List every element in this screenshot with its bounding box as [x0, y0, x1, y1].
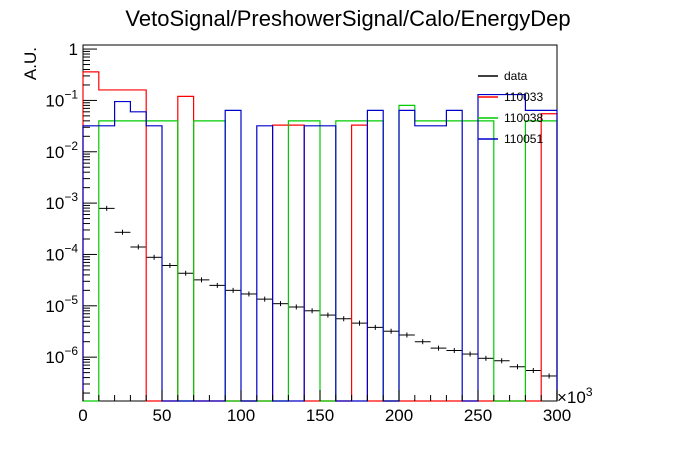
y-tick-label: 10−6	[45, 344, 78, 367]
legend: data 110033 110038 110051	[478, 69, 543, 146]
x-tick-label: 0	[78, 406, 87, 425]
legend-entry: 110038	[478, 111, 543, 125]
y-tick-label: 10−5	[45, 293, 78, 316]
legend-label: 110033	[504, 90, 543, 104]
legend-entry: data	[478, 69, 528, 83]
series-110038	[83, 104, 558, 402]
legend-label: 110038	[504, 111, 543, 125]
data-point	[351, 320, 368, 326]
data-point	[304, 308, 320, 314]
data-point	[193, 277, 210, 283]
x-tick-label: 50	[153, 406, 172, 425]
x-tick-label: 250	[464, 406, 492, 425]
data-point	[272, 301, 289, 307]
y-tick-label: 10−4	[45, 241, 78, 264]
legend-entry: 110033	[478, 90, 543, 104]
series-data	[98, 205, 557, 379]
x-tick-label: 100	[227, 406, 255, 425]
data-point	[478, 355, 494, 361]
series-layer	[82, 71, 558, 402]
y-tick-label: 10−2	[45, 139, 78, 162]
x-axis-multiplier: ×103	[557, 385, 593, 407]
x-tick-label: 200	[385, 406, 413, 425]
data-point	[493, 358, 510, 364]
data-point	[367, 324, 384, 330]
y-axis-label: A.U.	[21, 47, 40, 80]
legend-label: data	[504, 69, 528, 83]
data-point	[446, 347, 463, 353]
data-point	[288, 304, 305, 310]
data-point	[209, 282, 226, 288]
data-point	[509, 364, 526, 370]
x-tick-label: 300	[543, 406, 571, 425]
data-point	[399, 332, 415, 338]
data-point	[225, 287, 241, 293]
data-point	[146, 254, 162, 260]
data-point	[541, 373, 557, 379]
data-point	[320, 312, 336, 318]
data-point	[98, 205, 115, 211]
x-tick-label: 150	[306, 406, 334, 425]
x-multiplier-label: ×103	[557, 385, 593, 407]
legend-entry: 110051	[478, 132, 543, 146]
series-110051	[82, 93, 558, 402]
x-axis: 0 50 100 150 200 250 300	[78, 390, 571, 425]
y-tick-label: 10−1	[45, 87, 78, 110]
data-point	[525, 367, 542, 373]
data-point	[177, 270, 194, 276]
series-line-110038	[83, 104, 558, 402]
data-point	[335, 316, 352, 322]
data-point	[462, 351, 478, 357]
data-point	[114, 229, 131, 235]
series-line-110051	[82, 93, 558, 402]
data-point	[430, 345, 447, 351]
data-point	[130, 244, 147, 250]
y-tick-label: 1	[69, 40, 78, 59]
y-tick-label: 10−3	[45, 190, 78, 213]
data-point	[162, 262, 178, 268]
y-axis: 1 10−1 10−2 10−3 10−4 10−5 10−6	[45, 40, 97, 394]
data-point	[241, 291, 257, 297]
chart-title: VetoSignal/PreshowerSignal/Calo/EnergyDe…	[125, 6, 570, 31]
data-point	[256, 296, 273, 302]
legend-label: 110051	[504, 132, 543, 146]
data-point	[383, 328, 399, 334]
data-point	[414, 339, 431, 345]
